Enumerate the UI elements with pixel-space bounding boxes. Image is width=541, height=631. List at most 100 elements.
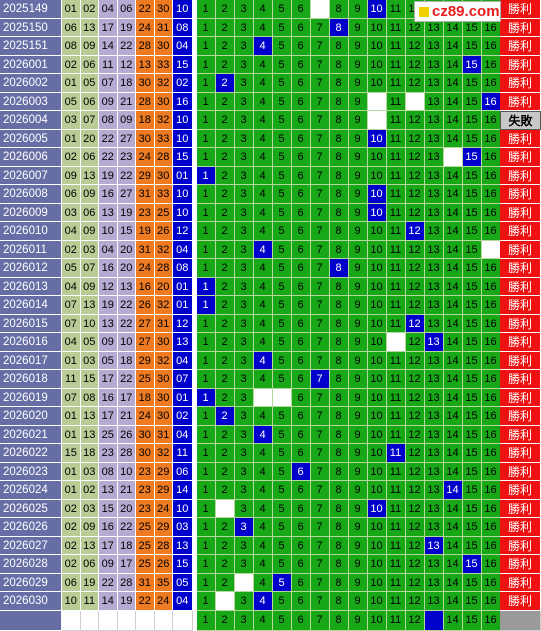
red-ball-cell: 01 [62, 481, 81, 500]
number-zone-cell: 3 [235, 333, 254, 352]
number-zone-cell: 8 [330, 130, 349, 149]
red-ball-cell: 09 [81, 222, 100, 241]
number-zone-cell: 7 [311, 592, 330, 611]
number-zone-cell: 13 [425, 167, 444, 186]
number-zone-cell: 1 [197, 389, 216, 408]
number-zone-cell: 3 [235, 222, 254, 241]
blue-ball-cell: 10 [173, 130, 193, 149]
red-ball-cell: 32 [155, 296, 174, 315]
number-zone-cell: 12 [406, 222, 425, 241]
footer-zone-cell: 15 [463, 611, 482, 631]
number-zone-cell: 16 [482, 148, 501, 167]
number-zone-cell: 16 [482, 315, 501, 334]
red-ball-cell: 28 [136, 93, 155, 112]
red-ball-cell: 01 [62, 352, 81, 371]
number-zone-cell: 12 [406, 407, 425, 426]
red-ball-cell: 22 [136, 0, 155, 19]
number-zone-cell: 2 [216, 481, 235, 500]
number-zone-cell: 7 [311, 500, 330, 519]
number-zone-cell: 10 [368, 19, 387, 38]
number-zone-cell: 2 [216, 19, 235, 38]
number-zone-cell: 9 [349, 592, 368, 611]
site-logo[interactable]: cz89.com [414, 1, 501, 22]
footer-zone-cell: 8 [330, 611, 349, 631]
number-zone-cell: 14 [444, 37, 463, 56]
number-zone-cell: 1 [197, 259, 216, 278]
number-zone-cell: 16 [482, 370, 501, 389]
period-cell: 2026029 [0, 574, 62, 593]
red-ball-cell: 20 [118, 259, 137, 278]
number-zone-cell: 4 [254, 500, 273, 519]
number-zone-cell: 12 [406, 444, 425, 463]
number-zone-cell: 7 [311, 574, 330, 593]
red-ball-cell: 13 [99, 204, 118, 223]
result-cell: 勝利 [500, 407, 541, 426]
red-ball-cell: 20 [118, 241, 137, 260]
number-zone-cell: 12 [406, 574, 425, 593]
number-zone-cell: 2 [216, 463, 235, 482]
number-zone-cell: 5 [273, 37, 292, 56]
number-zone-cell: 15 [463, 259, 482, 278]
period-cell: 2026016 [0, 333, 62, 352]
blue-ball-cell: 01 [173, 167, 193, 186]
number-zone-cell: 11 [387, 296, 406, 315]
number-zone-cell: 14 [444, 111, 463, 130]
red-ball-cell: 23 [99, 444, 118, 463]
result-cell: 勝利 [500, 167, 541, 186]
result-cell: 勝利 [500, 296, 541, 315]
period-cell: 2026030 [0, 592, 62, 611]
number-zone-cell: 12 [406, 167, 425, 186]
red-ball-cell: 02 [62, 555, 81, 574]
number-zone-cell: 9 [349, 278, 368, 297]
red-ball-cell: 02 [81, 0, 100, 19]
blue-ball-cell: 07 [173, 370, 193, 389]
number-zone-cell: 9 [349, 333, 368, 352]
number-zone-cell [368, 93, 387, 112]
red-ball-cell: 07 [62, 389, 81, 408]
number-zone-cell: 16 [482, 500, 501, 519]
number-zone-cell [482, 241, 501, 260]
number-zone-cell: 9 [349, 19, 368, 38]
number-zone-cell: 3 [235, 111, 254, 130]
number-zone-cell: 1 [197, 241, 216, 260]
number-zone-cell: 16 [482, 222, 501, 241]
number-zone-cell: 13 [425, 352, 444, 371]
number-zone-cell: 1 [197, 333, 216, 352]
number-zone-cell: 9 [349, 574, 368, 593]
red-ball-cell: 22 [118, 167, 137, 186]
number-zone-cell: 10 [368, 500, 387, 519]
number-zone-cell: 3 [235, 315, 254, 334]
number-zone-cell: 14 [444, 444, 463, 463]
number-zone-cell: 9 [349, 130, 368, 149]
number-zone-cell: 9 [349, 204, 368, 223]
number-zone-cell: 2 [216, 389, 235, 408]
number-zone-cell: 16 [482, 278, 501, 297]
period-cell: 2025150 [0, 19, 62, 38]
red-ball-cell: 06 [62, 185, 81, 204]
number-zone-cell: 11 [387, 259, 406, 278]
number-zone-cell: 7 [311, 19, 330, 38]
number-zone-cell: 16 [482, 296, 501, 315]
number-zone-cell: 15 [463, 148, 482, 167]
result-cell: 勝利 [500, 370, 541, 389]
red-ball-cell: 29 [136, 352, 155, 371]
number-zone-cell: 3 [235, 185, 254, 204]
period-cell: 2026026 [0, 518, 62, 537]
blue-ball-cell: 04 [173, 592, 193, 611]
number-zone-cell: 2 [216, 111, 235, 130]
number-zone-cell: 15 [463, 333, 482, 352]
number-zone-cell: 5 [273, 555, 292, 574]
number-zone-cell: 13 [425, 481, 444, 500]
red-ball-cell: 22 [99, 574, 118, 593]
red-ball-cell: 25 [136, 370, 155, 389]
footer-zone-cell: 5 [273, 611, 292, 631]
number-zone-cell: 13 [425, 592, 444, 611]
number-zone-cell: 9 [349, 37, 368, 56]
number-zone-cell: 7 [311, 333, 330, 352]
number-zone-cell: 4 [254, 167, 273, 186]
number-zone-cell: 11 [387, 444, 406, 463]
number-zone-cell: 8 [330, 241, 349, 260]
number-zone-cell: 16 [482, 592, 501, 611]
red-ball-cell: 23 [136, 500, 155, 519]
red-ball-cell: 11 [62, 370, 81, 389]
